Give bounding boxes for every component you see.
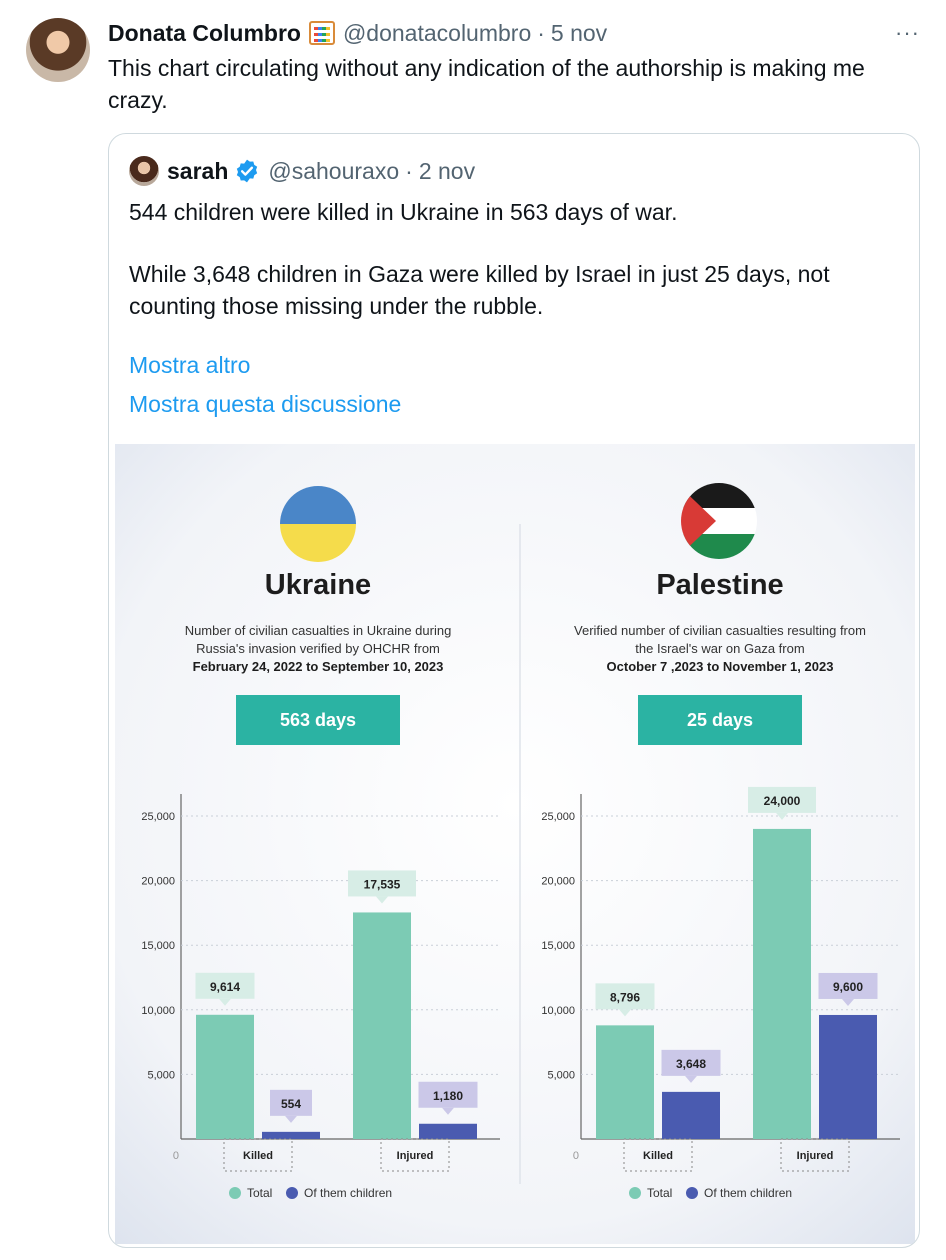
bar-children bbox=[819, 1014, 877, 1139]
author-handle[interactable]: @donatacolumbro bbox=[342, 19, 532, 46]
more-options-icon[interactable]: ··· bbox=[895, 20, 920, 45]
bar-total bbox=[353, 912, 411, 1139]
value-label: 8,796 bbox=[610, 990, 640, 1004]
chart-title: Palestine bbox=[656, 569, 783, 601]
legend-swatch bbox=[629, 1187, 641, 1199]
separator: · bbox=[537, 19, 545, 46]
y-tick-label: 25,000 bbox=[141, 811, 175, 823]
value-label-box bbox=[418, 1081, 478, 1108]
author-name[interactable]: Donata Columbro bbox=[108, 19, 301, 46]
bar-total bbox=[753, 828, 811, 1139]
show-thread-link[interactable]: Mostra questa discussione bbox=[129, 391, 402, 417]
abacus-icon bbox=[308, 21, 335, 45]
value-label: 554 bbox=[281, 1097, 301, 1111]
value-label-box bbox=[348, 870, 416, 897]
y-tick-label: 5,000 bbox=[147, 1069, 175, 1081]
quoted-tweet[interactable]: sarah @sahouraxo · 2 nov 544 children we… bbox=[108, 133, 920, 1248]
category-label: Injured bbox=[797, 1150, 834, 1162]
y-tick-label: 20,000 bbox=[541, 876, 575, 888]
y-tick-label: 10,000 bbox=[141, 1005, 175, 1017]
bar-children bbox=[662, 1091, 720, 1139]
legend-label: Of them children bbox=[304, 1186, 392, 1200]
value-label-pointer bbox=[376, 896, 388, 904]
chart-period: February 24, 2022 to September 10, 2023 bbox=[193, 659, 444, 674]
value-label: 9,614 bbox=[210, 980, 240, 994]
y-tick-label: 0 bbox=[173, 1150, 179, 1162]
chart-period: October 7 ,2023 to November 1, 2023 bbox=[607, 659, 834, 674]
legend-label: Of them children bbox=[704, 1186, 792, 1200]
value-label: 3,648 bbox=[676, 1057, 706, 1071]
y-tick-label: 15,000 bbox=[141, 940, 175, 952]
tweet-date[interactable]: 5 nov bbox=[550, 19, 608, 46]
legend-label: Total bbox=[647, 1186, 672, 1200]
quoted-paragraph-2: While 3,648 children in Gaza were killed… bbox=[129, 261, 830, 319]
value-label-pointer bbox=[619, 1009, 631, 1017]
legend-swatch bbox=[286, 1187, 298, 1199]
y-tick-label: 25,000 bbox=[541, 811, 575, 823]
quoted-date[interactable]: 2 nov bbox=[418, 157, 476, 184]
quoted-author-name[interactable]: sarah bbox=[167, 157, 229, 184]
y-tick-label: 20,000 bbox=[141, 876, 175, 888]
duration-label: 25 days bbox=[687, 710, 753, 730]
value-label-box bbox=[748, 786, 816, 813]
chart-subtitle-line: Verified number of civilian casualties r… bbox=[574, 623, 866, 638]
bar-children bbox=[262, 1131, 320, 1139]
bar-children bbox=[419, 1123, 477, 1139]
chart-title: Ukraine bbox=[265, 569, 371, 601]
quoted-paragraph-1: 544 children were killed in Ukraine in 5… bbox=[129, 199, 678, 225]
avatar[interactable] bbox=[26, 18, 90, 82]
quoted-separator: · bbox=[405, 157, 413, 184]
value-label-box bbox=[195, 972, 255, 999]
value-label-pointer bbox=[285, 1115, 297, 1123]
quoted-tweet-header: sarah @sahouraxo · 2 nov bbox=[129, 156, 475, 186]
show-more-link[interactable]: Mostra altro bbox=[129, 352, 251, 378]
value-label-pointer bbox=[685, 1075, 697, 1083]
value-label-pointer bbox=[842, 998, 854, 1006]
value-label: 17,535 bbox=[364, 877, 401, 891]
chart-subtitle-line: Number of civilian casualties in Ukraine… bbox=[185, 623, 452, 638]
value-label: 9,600 bbox=[833, 980, 863, 994]
bar-total bbox=[596, 1025, 654, 1139]
y-tick-label: 0 bbox=[573, 1150, 579, 1162]
y-tick-label: 5,000 bbox=[547, 1069, 575, 1081]
value-label-box bbox=[661, 1049, 721, 1076]
duration-box bbox=[638, 695, 802, 745]
bar-total bbox=[196, 1014, 254, 1139]
chart-subtitle-line: Russia's invasion verified by OHCHR from bbox=[196, 641, 440, 656]
value-label-pointer bbox=[442, 1107, 454, 1115]
category-label: Killed bbox=[643, 1150, 673, 1162]
category-label: Injured bbox=[397, 1150, 434, 1162]
y-tick-label: 10,000 bbox=[541, 1005, 575, 1017]
y-tick-label: 15,000 bbox=[541, 940, 575, 952]
value-label: 24,000 bbox=[764, 794, 801, 808]
chart-subtitle-line: the Israel's war on Gaza from bbox=[635, 641, 804, 656]
quoted-author-handle[interactable]: @sahouraxo bbox=[268, 157, 400, 184]
tweet-header: Donata Columbro @donatacolumbro · 5 nov bbox=[108, 18, 607, 48]
verified-badge-icon bbox=[237, 159, 258, 183]
value-label-box bbox=[270, 1089, 312, 1116]
value-label: 1,180 bbox=[433, 1089, 463, 1103]
value-label-box bbox=[595, 983, 655, 1010]
infographic-image[interactable]: Ukraine Number of civilian casualties in … bbox=[115, 444, 915, 1244]
duration-box bbox=[236, 695, 400, 745]
quoted-avatar[interactable] bbox=[129, 156, 159, 186]
value-label-pointer bbox=[776, 812, 788, 820]
value-label-box bbox=[818, 972, 878, 999]
legend-label: Total bbox=[247, 1186, 272, 1200]
category-label: Killed bbox=[243, 1150, 273, 1162]
legend-swatch bbox=[229, 1187, 241, 1199]
value-label-pointer bbox=[219, 998, 231, 1006]
legend-swatch bbox=[686, 1187, 698, 1199]
tweet-text: This chart circulating without any indic… bbox=[108, 55, 865, 113]
quoted-tweet-text: 544 children were killed in Ukraine in 5… bbox=[129, 196, 899, 322]
duration-label: 563 days bbox=[280, 710, 356, 730]
